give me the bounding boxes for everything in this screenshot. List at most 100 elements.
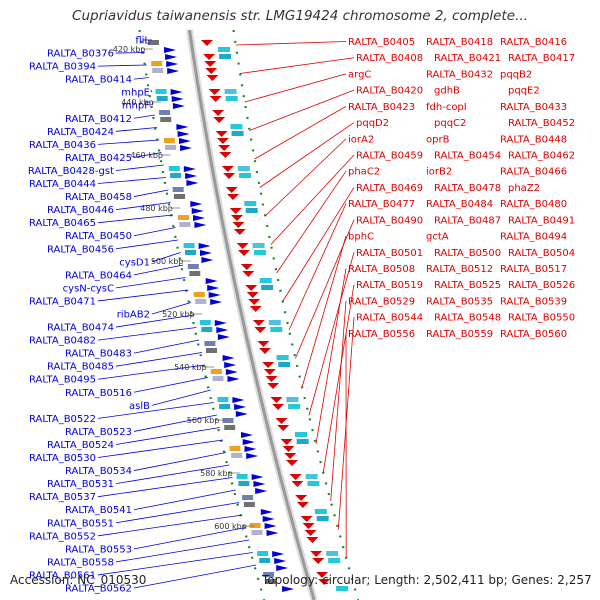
right-leader-line [244, 73, 347, 103]
feature-box [212, 376, 224, 381]
feature-box [314, 509, 327, 514]
left-leader-line [133, 227, 176, 237]
reverse-gene-arrow [236, 243, 249, 249]
right-gene-label: RALTA_B0478 [434, 183, 501, 194]
feature-box [179, 222, 191, 227]
left-gene-label: RALTA_B0551 [47, 518, 114, 529]
feature-box [170, 173, 182, 178]
reverse-gene-arrow [262, 362, 275, 368]
reverse-gene-arrow [245, 285, 258, 291]
left-leader-line [115, 202, 171, 211]
right-gene-label: RALTA_B0432 [426, 69, 493, 80]
feature-box [239, 173, 252, 178]
left-leader-line [150, 89, 153, 93]
right-gene-label: RALTA_B0517 [500, 264, 567, 275]
left-gene-label: RALTA_B0482 [29, 336, 96, 347]
right-gene-label: RALTA_B0433 [500, 102, 567, 113]
feature-box [245, 208, 258, 213]
right-gene-label: RALTA_B0484 [426, 199, 493, 210]
forward-gene-arrow [246, 453, 259, 459]
feature-box [165, 145, 177, 150]
left-leader-line [97, 139, 160, 145]
right-gene-label: iorB2 [426, 167, 452, 178]
reverse-gene-arrow [312, 558, 325, 564]
forward-gene-arrow [193, 215, 205, 221]
left-gene-label: RALTA_B0456 [47, 244, 114, 255]
reverse-gene-arrow [265, 376, 278, 382]
left-leader-line [97, 214, 174, 224]
feature-box [296, 439, 309, 444]
forward-gene-arrow [190, 201, 203, 207]
right-leader-line [270, 154, 355, 245]
reverse-gene-arrow [282, 446, 295, 452]
feature-box [278, 362, 291, 367]
feature-box [156, 96, 168, 101]
forward-gene-arrow [176, 124, 189, 130]
feature-box [270, 327, 283, 332]
forward-gene-arrow [266, 530, 279, 536]
kbp-tick-label: 540 kbp [174, 363, 207, 372]
right-leader-line [249, 89, 355, 131]
left-leader-line [115, 352, 203, 367]
left-leader-line [133, 564, 257, 589]
feature-box [206, 348, 217, 353]
left-leader-line [115, 277, 186, 289]
accession-text: Accession: NC_010530 [10, 573, 147, 587]
reverse-gene-arrow [304, 530, 317, 536]
feature-box [217, 397, 229, 402]
reverse-gene-arrow [286, 460, 298, 466]
left-gene-label: RALTA_B0516 [65, 388, 132, 399]
feature-box [185, 250, 196, 255]
reverse-gene-arrow [231, 215, 243, 221]
left-leader-line [97, 477, 233, 498]
left-leader-line [97, 439, 223, 458]
feature-box [219, 54, 232, 59]
forward-gene-arrow [244, 446, 257, 452]
reverse-gene-arrow [295, 495, 308, 501]
reverse-gene-arrow [280, 439, 293, 445]
feature-box [252, 243, 265, 248]
reverse-gene-arrow [221, 166, 234, 172]
left-gene-label: RALTA_B0424 [47, 127, 114, 138]
feature-box [286, 397, 299, 402]
forward-gene-arrow [207, 285, 220, 291]
left-leader-line [115, 127, 158, 132]
feature-box [159, 110, 171, 115]
right-leader-line [308, 252, 355, 416]
forward-gene-arrow [210, 299, 223, 305]
left-leader-line [133, 489, 236, 511]
feature-box [148, 40, 159, 45]
feature-box [231, 453, 243, 458]
left-gene-label: fliL [135, 36, 150, 47]
feature-box [243, 502, 255, 507]
reverse-gene-arrow [223, 173, 236, 179]
outer-boundary [232, 29, 360, 600]
left-leader-line [151, 302, 192, 315]
right-gene-label: RALTA_B0452 [508, 118, 575, 129]
left-leader-line [133, 527, 246, 550]
right-gene-label: RALTA_B0418 [426, 37, 493, 48]
forward-gene-arrow [178, 138, 191, 144]
topology-text: Topology: circular; Length: 2,502,411 bp… [262, 573, 592, 587]
reverse-gene-arrow [270, 397, 283, 403]
reverse-gene-arrow [206, 75, 219, 81]
right-gene-label: RALTA_B0508 [348, 264, 415, 275]
left-leader-line [133, 77, 149, 80]
right-gene-label: phaZ2 [508, 183, 540, 194]
right-leader-line [282, 187, 355, 302]
right-gene-label: RALTA_B0491 [508, 215, 575, 226]
reverse-gene-arrow [215, 131, 228, 137]
inner-boundary [138, 29, 266, 600]
right-gene-label: pqqD2 [356, 118, 389, 129]
right-gene-label: RALTA_B0480 [500, 199, 567, 210]
left-leader-line [97, 364, 205, 380]
left-gene-label: RALTA_B0450 [65, 231, 132, 242]
left-gene-label: RALTA_B0534 [65, 466, 132, 477]
feature-box [189, 271, 201, 276]
forward-gene-arrow [235, 411, 248, 417]
left-gene-label: cysN-cysC [63, 283, 114, 294]
feature-box [268, 320, 281, 325]
feature-box [307, 481, 320, 486]
left-gene-label: RALTA_B0483 [65, 349, 132, 360]
right-gene-label: RALTA_B0469 [356, 183, 423, 194]
